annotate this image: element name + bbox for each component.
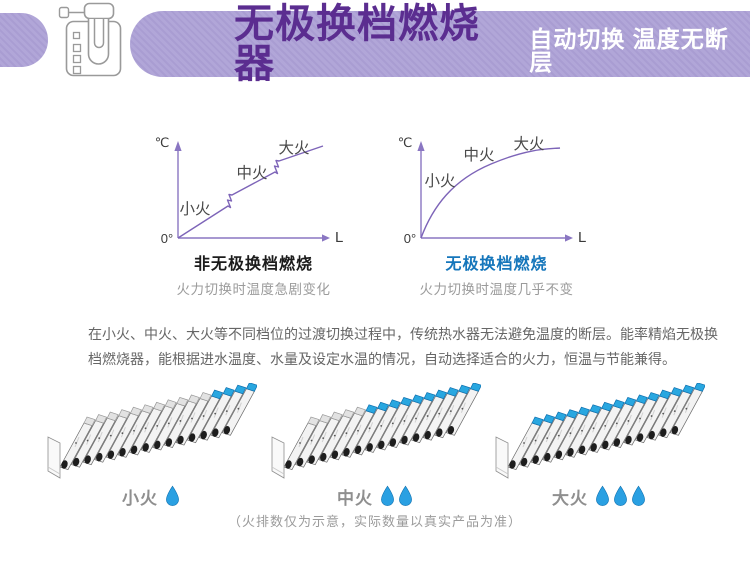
chart-title-traditional: 非无极换档燃烧 bbox=[193, 256, 313, 273]
burner-big-fire: 大火 bbox=[490, 383, 708, 509]
footnote: （火排数仅为示意，实际数量以真实产品为准） bbox=[227, 514, 522, 529]
chart-caption: 无极换档燃烧 火力切换时温度几乎不变 bbox=[392, 250, 602, 298]
water-drop-icon bbox=[596, 485, 609, 506]
svg-text:0°: 0° bbox=[403, 231, 415, 246]
chart-subtitle-traditional: 火力切换时温度急剧变化 bbox=[176, 282, 331, 297]
svg-text:中火: 中火 bbox=[463, 146, 494, 164]
burner-caption: 小火 bbox=[122, 483, 180, 509]
svg-text:小火: 小火 bbox=[424, 172, 455, 190]
water-drop-icons bbox=[595, 485, 646, 507]
chart-traditional: ℃ L 0° 小火 中火 大火 非无极换档燃烧 火力切换时温度急剧变化 bbox=[149, 132, 359, 298]
burner-caption: 大火 bbox=[552, 483, 646, 509]
svg-text:℃: ℃ bbox=[397, 135, 412, 150]
description-line-2: 档燃烧器，能根据进水温度、水量及设定水温的情况，自动选择适合的火力，恒温与节能兼… bbox=[88, 350, 676, 367]
svg-text:L: L bbox=[335, 229, 343, 246]
page-subtitle: 自动切换 温度无断层 bbox=[529, 26, 729, 75]
burner-caption: 中火 bbox=[337, 483, 413, 509]
gear-shifter-icon bbox=[58, 2, 122, 77]
burner-label-small: 小火 bbox=[122, 488, 158, 508]
burner-illustration-small bbox=[47, 383, 257, 479]
chart-title-stepless: 无极换档燃烧 bbox=[445, 256, 548, 273]
water-drop-icon bbox=[381, 485, 394, 506]
water-drop-icons bbox=[380, 485, 413, 507]
svg-text:大火: 大火 bbox=[278, 139, 309, 157]
burner-label-medium: 中火 bbox=[337, 488, 373, 508]
water-drop-icon bbox=[399, 485, 412, 506]
svg-text:℃: ℃ bbox=[154, 135, 169, 150]
burner-illustration-big bbox=[495, 383, 705, 479]
water-drop-icons bbox=[165, 485, 180, 507]
chart-stepless: ℃ L 0° 小火 中火 大火 无极换档燃烧 火力切换时温度几乎不变 bbox=[392, 132, 602, 298]
water-drop-icon bbox=[632, 485, 645, 506]
header: 无极换档燃烧器 自动切换 温度无断层 bbox=[0, 0, 750, 92]
description-line-1: 在小火、中火、大火等不同档位的过渡切换过程中，传统热水器无法避免温度的断层。能率… bbox=[88, 326, 718, 342]
page-title: 无极换档燃烧器 bbox=[234, 2, 480, 86]
svg-text:小火: 小火 bbox=[179, 200, 210, 218]
header-band: 无极换档燃烧器 自动切换 温度无断层 bbox=[130, 4, 750, 84]
burners-row: 小火 中火 大火 bbox=[0, 383, 750, 509]
charts-row: ℃ L 0° 小火 中火 大火 非无极换档燃烧 火力切换时温度急剧变化 ℃ L 0° 小火 中火大… bbox=[0, 132, 750, 298]
burner-illustration-medium bbox=[271, 383, 481, 479]
chart-subtitle-stepless: 火力切换时温度几乎不变 bbox=[419, 282, 574, 297]
chart-caption: 非无极换档燃烧 火力切换时温度急剧变化 bbox=[149, 250, 359, 298]
burner-medium-fire: 中火 bbox=[266, 383, 484, 509]
svg-text:L: L bbox=[578, 229, 586, 246]
svg-text:中火: 中火 bbox=[236, 164, 267, 182]
decor-pill bbox=[0, 13, 48, 67]
svg-text:0°: 0° bbox=[160, 231, 172, 246]
water-drop-icon bbox=[614, 485, 627, 506]
svg-text:大火: 大火 bbox=[513, 135, 544, 153]
burner-small-fire: 小火 bbox=[42, 383, 260, 509]
burner-label-big: 大火 bbox=[552, 488, 588, 508]
water-drop-icon bbox=[166, 485, 179, 506]
description-text: 在小火、中火、大火等不同档位的过渡切换过程中，传统热水器无法避免温度的断层。能率… bbox=[88, 322, 733, 372]
